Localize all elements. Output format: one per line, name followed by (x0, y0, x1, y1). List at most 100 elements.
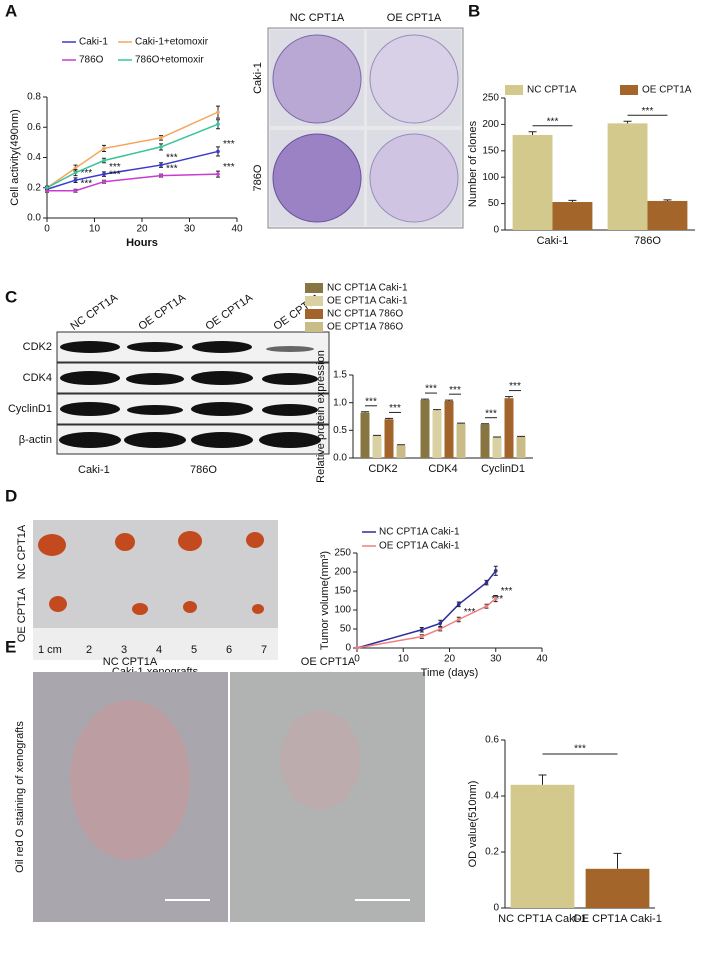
plate-column-label: NC CPT1A (290, 12, 345, 24)
tumors (38, 531, 264, 615)
plate-well (272, 34, 362, 124)
error-bar (538, 774, 547, 785)
significance: *** (81, 168, 93, 179)
photo-row-label: NC CPT1A (16, 524, 28, 579)
stain-side-label: Oil red O staining of xenografts (14, 721, 26, 873)
significance: *** (642, 106, 654, 117)
plate-row-label: Caki-1 (252, 62, 264, 94)
point (159, 163, 163, 167)
legend-label: Caki-1+etomoxir (135, 37, 209, 48)
plate-row-label: 786O (252, 164, 264, 191)
legend-label: Caki-1 (79, 37, 108, 48)
significance: *** (166, 153, 178, 164)
blot-bands (59, 341, 321, 448)
legend-swatch (305, 309, 323, 319)
x-tick-label: Caki-1 (537, 235, 569, 247)
significance: *** (109, 169, 121, 180)
ruler-label: 5 (191, 644, 197, 656)
bar (456, 423, 466, 458)
panel-label: E (5, 637, 16, 656)
error-bar (457, 422, 465, 424)
significance: *** (547, 116, 559, 127)
bar (432, 410, 442, 458)
colony-plates: NC CPT1A OE CPT1A Caki-1 786O (252, 12, 464, 229)
x-tick-label: CDK4 (428, 463, 457, 475)
x-tick-label: 40 (536, 654, 548, 665)
panel-label: C (5, 287, 17, 306)
error-bar (517, 435, 525, 437)
error-bar (373, 434, 381, 436)
significance: *** (223, 139, 235, 150)
error-bar (568, 199, 577, 203)
bar (504, 398, 514, 458)
legend-swatch (305, 296, 323, 306)
y-tick-label: 0.4 (27, 152, 41, 163)
bar (384, 419, 394, 458)
legend-label: NC CPT1A 786O (327, 309, 403, 320)
point (438, 621, 443, 626)
legend-label: OE CPT1A (642, 85, 692, 96)
x-tick-label: NC CPT1A Caki-1 (498, 913, 587, 925)
bar (585, 868, 650, 908)
error-bar (421, 398, 429, 400)
y-tick-label: 100 (482, 172, 499, 183)
y-tick-label: 250 (482, 93, 499, 104)
blot-row-label: CyclinD1 (8, 403, 52, 415)
point (216, 110, 220, 114)
y-tick-label: 0.2 (485, 847, 499, 858)
ruler-label: 6 (226, 644, 232, 656)
stain-column-label: NC CPT1A (103, 656, 158, 668)
y-tick-label: 0 (493, 903, 499, 914)
plate-well (272, 133, 362, 223)
point (73, 166, 78, 170)
legend-swatch (305, 283, 323, 293)
xenograft-photo: NC CPT1A OE CPT1A 1 cm 2 3 4 5 6 7 Caki-… (16, 520, 278, 678)
y-axis-label: Relative protein expression (315, 350, 327, 483)
bar (516, 436, 526, 458)
point (159, 173, 163, 178)
error-bar (397, 444, 405, 446)
x-tick-label: 10 (398, 654, 410, 665)
x-tick-label: 0 (354, 654, 360, 665)
photo-row-label: OE CPT1A (16, 587, 28, 642)
point (102, 172, 106, 176)
significance: *** (464, 607, 476, 618)
panel-label: A (5, 1, 17, 20)
error-bar (528, 131, 537, 135)
legend-label: OE CPT1A Caki-1 (327, 296, 408, 307)
y-tick-label: 0.0 (27, 213, 41, 224)
y-tick-label: 0 (493, 225, 499, 236)
bar (372, 435, 382, 458)
significance: *** (449, 385, 461, 396)
bar (420, 399, 430, 458)
blot-column-label: OE CPT1A (204, 291, 256, 332)
x-tick-label: 40 (231, 224, 243, 235)
legend-label: NC CPT1A (527, 85, 577, 96)
error-bar (623, 120, 632, 124)
point (45, 188, 49, 193)
significance: *** (166, 163, 178, 174)
series-line (356, 598, 497, 649)
y-tick-label: 0.2 (27, 182, 41, 193)
legend-label: OE CPT1A Caki-1 (379, 541, 460, 552)
western-blot: NC CPT1A OE CPT1A OE CPT1A OE CPT1A CDK2… (8, 291, 330, 476)
point (456, 602, 461, 607)
y-tick-label: 0.4 (485, 791, 499, 802)
ruler-label: 3 (121, 644, 127, 656)
point (73, 178, 78, 182)
point (102, 158, 106, 163)
blot-row-label: β-actin (19, 434, 52, 446)
significance: *** (109, 162, 121, 173)
significance: *** (365, 396, 377, 407)
legend-swatch (620, 85, 638, 95)
x-tick-label: 20 (136, 224, 148, 235)
bar (552, 202, 593, 230)
x-tick-label: 0 (44, 224, 50, 235)
plate-column-label: OE CPT1A (387, 12, 442, 24)
series-line (47, 173, 219, 192)
point (438, 627, 443, 631)
ruler-label: 7 (261, 644, 267, 656)
bar (510, 784, 575, 908)
y-tick-label: 1.0 (333, 397, 347, 408)
y-axis-label: Number of clones (467, 120, 479, 207)
